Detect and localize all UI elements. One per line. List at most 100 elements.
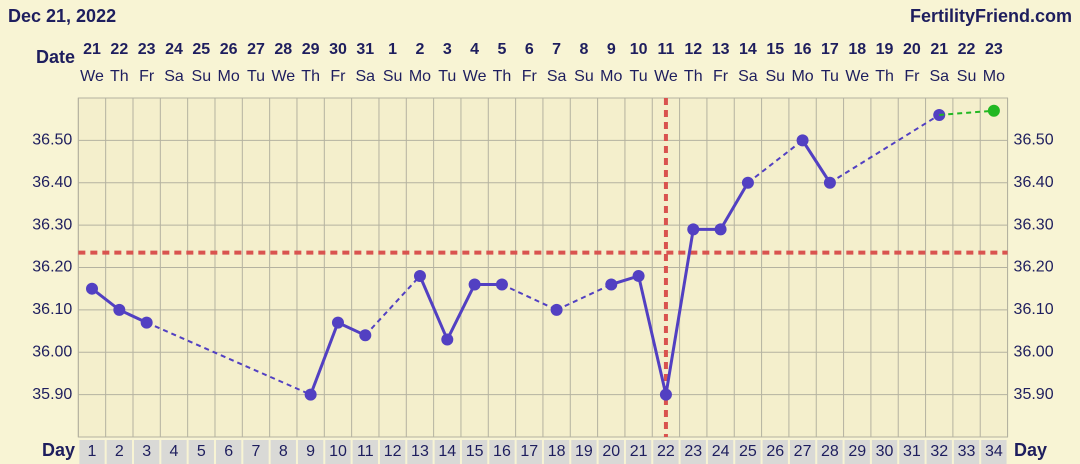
day-cell xyxy=(133,440,160,464)
date-label: 12 xyxy=(684,41,702,58)
temp-point xyxy=(304,388,317,401)
day-cell xyxy=(543,440,570,464)
x-tick-label: 6 xyxy=(224,443,233,460)
day-cell xyxy=(325,440,351,464)
date-label: 29 xyxy=(302,41,320,58)
date-label: 24 xyxy=(165,41,183,58)
x-tick-label: 31 xyxy=(903,443,921,460)
day-cell xyxy=(188,440,214,464)
day-cell xyxy=(352,440,378,464)
temp-point xyxy=(741,176,754,189)
weekday-label: Th xyxy=(875,68,894,85)
date-label: 26 xyxy=(220,41,238,58)
y-tick-label-right: 36.10 xyxy=(1014,301,1054,318)
source: FertilityFriend.com xyxy=(910,6,1072,26)
day-cell xyxy=(653,440,679,464)
day-cell xyxy=(407,440,433,464)
x-tick-label: 29 xyxy=(848,443,866,460)
date-label: 17 xyxy=(821,41,839,58)
temp-point xyxy=(113,303,126,316)
temp-point xyxy=(605,278,618,291)
day-cell xyxy=(489,440,515,464)
weekday-label: Su xyxy=(383,68,403,85)
day-cell xyxy=(707,440,734,464)
date-label: 15 xyxy=(766,41,784,58)
temp-point xyxy=(550,303,563,316)
day-cell xyxy=(625,440,652,464)
x-tick-label: 17 xyxy=(520,443,538,460)
day-cell xyxy=(598,440,624,464)
temp-point xyxy=(441,333,454,346)
date-label: 16 xyxy=(794,41,812,58)
temp-point xyxy=(987,104,1000,117)
weekday-label: Su xyxy=(765,68,785,85)
weekday-label: Mo xyxy=(600,68,622,85)
temp-point xyxy=(413,269,426,282)
weekday-label: Tu xyxy=(438,68,456,85)
date-label: 13 xyxy=(712,41,730,58)
weekday-label: Sa xyxy=(164,68,184,85)
x-tick-label: 27 xyxy=(794,443,812,460)
temp-point xyxy=(632,269,645,282)
x-tick-label: 26 xyxy=(766,443,784,460)
x-tick-label: 24 xyxy=(712,443,730,460)
day-cell xyxy=(871,440,898,464)
x-tick-label: 5 xyxy=(197,443,206,460)
x-tick-label: 34 xyxy=(985,443,1003,460)
x-tick-label: 28 xyxy=(821,443,839,460)
date-label: 28 xyxy=(274,41,292,58)
temp-point xyxy=(714,223,727,236)
day-cell xyxy=(106,440,132,464)
weekday-label: Fr xyxy=(904,68,920,85)
weekday-label: Fr xyxy=(713,68,729,85)
temp-segment xyxy=(556,283,612,311)
weekday-label: Sa xyxy=(738,68,758,85)
x-tick-label: 13 xyxy=(411,443,429,460)
weekday-label: We xyxy=(845,68,869,85)
x-tick-label: 18 xyxy=(548,443,566,460)
temp-point xyxy=(86,282,98,295)
weekday-label: Mo xyxy=(409,68,431,85)
weekday-label: Th xyxy=(493,68,512,85)
weekday-label: Th xyxy=(110,68,129,85)
y-tick-label-right: 36.50 xyxy=(1014,132,1054,149)
y-tick-label: 36.40 xyxy=(32,174,72,191)
weekday-label: Th xyxy=(684,68,703,85)
temp-segment xyxy=(829,114,940,184)
x-tick-label: 16 xyxy=(493,443,511,460)
x-tick-label: 1 xyxy=(88,443,97,460)
day-cell xyxy=(981,440,1007,464)
date-label: 30 xyxy=(329,41,347,58)
temp-point xyxy=(331,316,344,329)
date-label: 31 xyxy=(356,41,374,58)
weekday-label: Su xyxy=(574,68,594,85)
weekday-label: Tu xyxy=(821,68,839,85)
date-label: 11 xyxy=(657,41,674,58)
day-cell xyxy=(762,440,788,464)
x-tick-label: 33 xyxy=(958,443,976,460)
y-tick-label-right: 36.00 xyxy=(1014,343,1054,360)
weekday-label: Fr xyxy=(330,68,346,85)
x-tick-label: 2 xyxy=(115,443,124,460)
y-tick-label: 36.50 xyxy=(32,132,72,149)
day-cell xyxy=(161,440,187,464)
date-label: 6 xyxy=(525,41,534,58)
weekday-label: Tu xyxy=(247,68,265,85)
date-label: 23 xyxy=(985,41,1003,58)
day-cell xyxy=(926,440,952,464)
temp-segment xyxy=(309,322,340,396)
y-tick-label-right: 35.90 xyxy=(1014,386,1054,403)
weekday-label: Su xyxy=(957,68,977,85)
x-tick-label: 23 xyxy=(684,443,702,460)
date-label: 8 xyxy=(579,41,588,58)
weekday-label: Fr xyxy=(522,68,538,85)
day-cell xyxy=(215,440,242,464)
temp-point xyxy=(823,176,836,189)
date-label: 1 xyxy=(388,41,397,58)
temp-point xyxy=(495,278,508,291)
date-label: 9 xyxy=(607,41,616,58)
x-tick-label: 11 xyxy=(357,443,374,460)
x-tick-label: 21 xyxy=(630,443,648,460)
day-cell xyxy=(270,440,296,464)
